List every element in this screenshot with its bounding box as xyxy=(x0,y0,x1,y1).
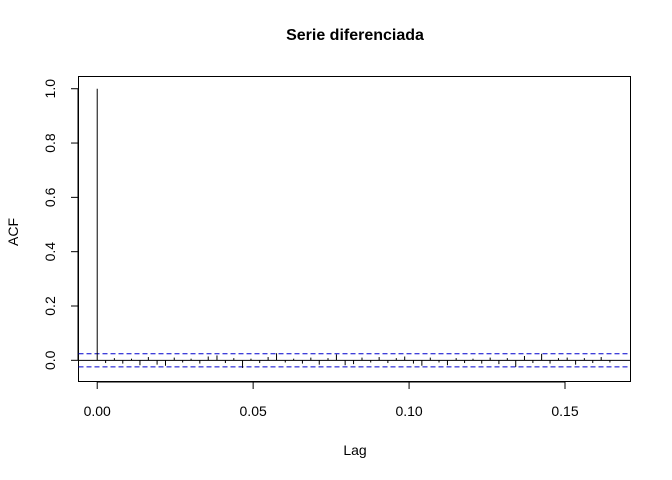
y-tick-label: 1.0 xyxy=(42,79,58,99)
x-tick-label: 0.00 xyxy=(84,403,111,419)
chart-marks: 0.00 0.05 0.10 0.15 0.0 0.2 0.4 0.6 0.8 1.0 xyxy=(42,79,631,419)
y-tick-label: 0.4 xyxy=(42,242,58,262)
x-tick-label: 0.15 xyxy=(551,403,578,419)
x-tick-label: 0.05 xyxy=(240,403,267,419)
x-axis-label: Lag xyxy=(343,442,366,458)
plot-area-box xyxy=(78,76,631,382)
y-tick-label: 0.0 xyxy=(42,350,58,370)
y-tick-label: 0.2 xyxy=(42,296,58,316)
y-axis-label: ACF xyxy=(5,218,21,246)
y-tick-label: 0.6 xyxy=(42,187,58,207)
y-tick-label: 0.8 xyxy=(42,133,58,153)
chart-title: Serie diferenciada xyxy=(286,27,424,44)
x-tick-label: 0.10 xyxy=(395,403,422,419)
